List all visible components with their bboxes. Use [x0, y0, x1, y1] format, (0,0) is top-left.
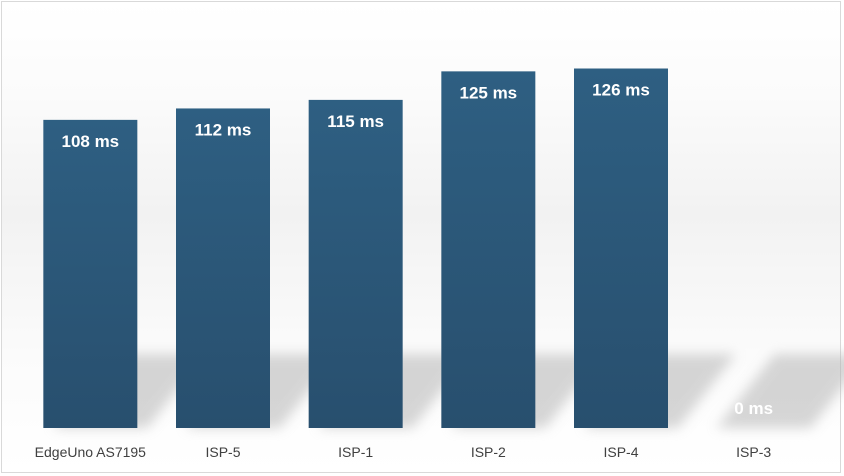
bars — [43, 68, 668, 429]
bar — [574, 68, 668, 429]
category-label: ISP-3 — [736, 444, 771, 460]
data-label: 115 ms — [327, 112, 384, 131]
bar-shadow — [716, 354, 844, 428]
data-label: 125 ms — [459, 83, 517, 102]
category-label: ISP-4 — [603, 444, 638, 460]
bar — [43, 119, 138, 428]
category-label: EdgeUno AS7195 — [35, 444, 147, 460]
bar — [441, 71, 536, 429]
data-label: 112 ms — [195, 120, 252, 139]
category-label: ISP-1 — [338, 444, 373, 460]
category-label: ISP-2 — [471, 444, 506, 460]
category-ticks: EdgeUno AS7195 ISP-5 ISP-1 ISP-2 ISP-4 ISP-3 — [35, 444, 772, 460]
bar — [176, 108, 270, 428]
data-label: 0 ms — [734, 399, 773, 418]
category-label: ISP-5 — [205, 444, 240, 460]
data-label: 108 ms — [61, 132, 119, 151]
data-labels: 108 ms 112 ms 115 ms 125 ms 126 ms 0 ms — [61, 81, 773, 418]
bar — [308, 99, 403, 428]
data-label: 126 ms — [592, 81, 650, 100]
